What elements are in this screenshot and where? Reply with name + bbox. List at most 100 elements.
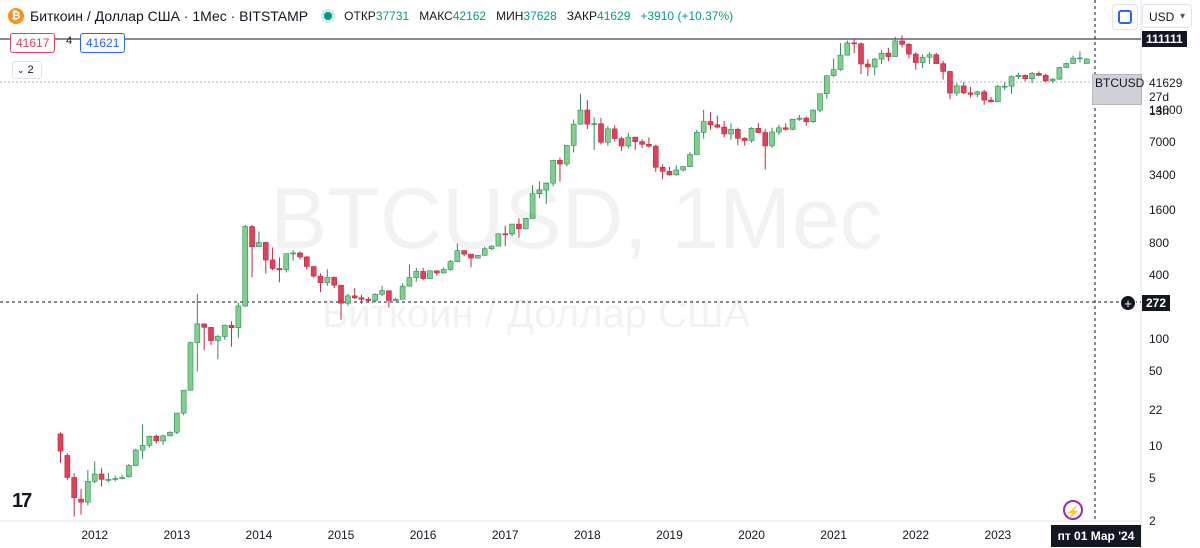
candle-body: [947, 71, 953, 94]
ohlc-high: МАКС42162: [419, 9, 492, 23]
candle-body: [591, 123, 597, 126]
candle-body: [769, 131, 775, 147]
candle-body: [509, 223, 515, 235]
symbol-title[interactable]: Биткоин / Доллар США · 1Мес · BITSTAMP: [30, 8, 309, 24]
candle-body: [495, 233, 502, 247]
candle-body: [1077, 57, 1083, 60]
candle-body: [659, 167, 666, 172]
ohlc-close: ЗАКР41629: [567, 9, 637, 23]
price-tick-label: 2: [1149, 514, 1156, 528]
candle-body: [1063, 63, 1070, 68]
compare-button[interactable]: [1112, 4, 1138, 30]
candle-body: [119, 477, 125, 479]
candle-body: [392, 299, 399, 301]
candle-body: [762, 132, 769, 147]
candle-body: [304, 256, 310, 267]
candle-body: [687, 154, 693, 167]
candle-body: [434, 270, 440, 274]
candle-body: [707, 121, 714, 126]
candle-body: [71, 477, 77, 499]
candle-body: [249, 226, 255, 248]
candle-body: [728, 129, 734, 135]
candle-body: [379, 290, 385, 295]
time-tick-label: 2020: [738, 528, 765, 542]
candle-body: [995, 85, 1001, 103]
tradingview-logo[interactable]: 17: [12, 490, 32, 512]
candle-body: [522, 218, 529, 229]
candle-body: [488, 245, 495, 250]
candle-body: [85, 480, 91, 503]
candle-body: [632, 136, 639, 142]
candle-body: [1015, 75, 1022, 77]
candle-body: [885, 52, 892, 57]
last-price-label: BTCUSD 41629 27d 13h: [1092, 74, 1182, 118]
bar-countdown: 27d 13h: [1149, 90, 1170, 118]
candle-body: [242, 226, 249, 307]
candle-body: [878, 52, 885, 60]
high-value: 42162: [452, 9, 487, 23]
chart-header: ₿ Биткоин / Доллар США · 1Мес · BITSTAMP…: [8, 6, 743, 26]
currency-select[interactable]: USD ▾: [1142, 4, 1192, 28]
candle-body: [974, 91, 981, 95]
watermark-symbol: BTCUSD, 1Мес: [270, 171, 883, 267]
candle-body: [1029, 73, 1035, 79]
candle-body: [892, 40, 899, 57]
candle-body: [187, 342, 194, 391]
crosshair-price-label: 272: [1142, 295, 1171, 311]
candle-body: [132, 449, 139, 466]
sell-price-button[interactable]: 41617: [10, 33, 56, 53]
time-tick-label: 2016: [409, 528, 437, 542]
candle-body: [673, 169, 680, 176]
candle-body: [1083, 58, 1090, 64]
candle-body: [1042, 75, 1049, 82]
square-icon: [1118, 10, 1132, 24]
candle-body: [960, 85, 967, 94]
candle-body: [78, 498, 84, 503]
change-value: +3910 (+10.37%): [640, 9, 734, 23]
candle-body: [981, 91, 987, 101]
last-price: 41629: [1149, 76, 1183, 90]
candle-body: [803, 117, 810, 123]
price-tick-label: 1600: [1149, 203, 1176, 218]
bitcoin-icon: ₿: [8, 8, 24, 24]
candle-body: [351, 295, 358, 299]
legend-toggle-button[interactable]: ⌄ 2: [12, 61, 42, 79]
price-tick-label: 100: [1149, 332, 1170, 347]
time-tick-label: 2013: [163, 528, 191, 542]
candle-body: [953, 85, 960, 94]
candle-body: [475, 255, 481, 259]
candle-body: [550, 159, 556, 184]
candle-body: [372, 293, 379, 301]
candle-body: [625, 136, 632, 147]
time-tick-label: 2019: [656, 528, 683, 542]
candle-body: [338, 284, 344, 304]
candle-body: [933, 54, 940, 64]
price-tick-label: 7000: [1149, 134, 1176, 149]
candle-body: [153, 435, 160, 442]
candle-body: [536, 189, 543, 195]
add-alert-plus-icon[interactable]: +: [1120, 295, 1136, 311]
crosshair-date-label: пт 01 Мар '24: [1051, 525, 1141, 547]
candle-body: [406, 277, 413, 287]
low-label: МИН: [496, 9, 524, 23]
candle-body: [160, 435, 166, 442]
candle-body: [926, 54, 933, 58]
candle-body: [851, 42, 857, 45]
candle-body: [584, 109, 591, 125]
open-label: ОТКР: [344, 9, 376, 23]
candle-body: [748, 128, 755, 141]
candle-body: [413, 271, 420, 278]
candles-group: [57, 35, 1090, 517]
close-value: 41629: [597, 9, 631, 23]
close-label: ЗАКР: [566, 9, 598, 23]
low-value: 37628: [523, 9, 557, 23]
candle-body: [858, 43, 864, 65]
buy-price-button[interactable]: 41621: [80, 33, 126, 53]
candle-body: [194, 323, 201, 343]
candle-body: [700, 121, 707, 133]
candle-body: [256, 242, 262, 248]
ohlc-change: +3910 (+10.37%): [640, 9, 739, 23]
lightning-icon[interactable]: ⚡: [1063, 500, 1083, 520]
legend-count: 2: [27, 64, 34, 76]
